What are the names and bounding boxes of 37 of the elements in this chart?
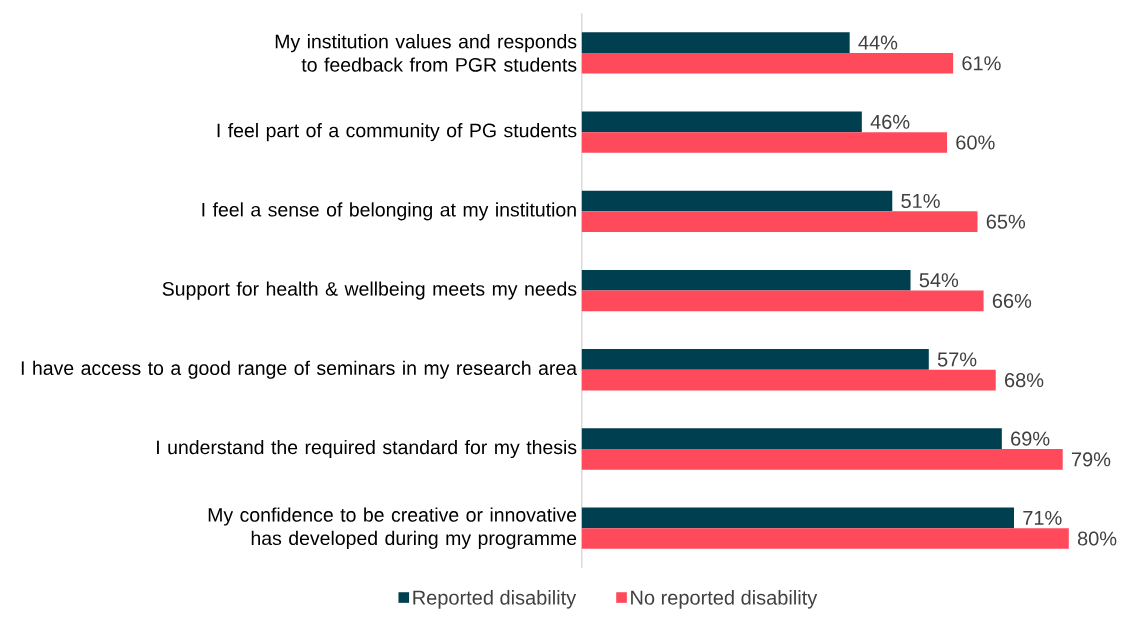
bar <box>581 348 929 370</box>
y-tick-label: Support for health & wellbeing meets my needs <box>162 281 577 300</box>
bar <box>581 428 1002 449</box>
data-label: 71% <box>1023 510 1062 525</box>
data-label: 65% <box>986 214 1026 229</box>
bar <box>581 369 996 391</box>
bar <box>581 507 1015 528</box>
bar <box>581 290 984 311</box>
data-label: 57% <box>937 352 977 367</box>
bar <box>581 448 1063 470</box>
data-label: 79% <box>1072 452 1111 467</box>
bar <box>581 269 911 291</box>
data-label: 60% <box>956 135 995 150</box>
y-tick-label: My institution values and responds to feedback from PGR students <box>275 33 577 72</box>
data-label: 69% <box>1011 431 1050 446</box>
y-tick-label: I understand the required standard for my thesis <box>157 439 577 458</box>
bar <box>581 32 850 53</box>
data-label: 68% <box>1005 372 1044 387</box>
legend-label: No reported disability <box>631 589 818 609</box>
data-label: 66% <box>992 293 1032 308</box>
data-label: 61% <box>962 55 1001 71</box>
data-label: 44% <box>858 35 898 50</box>
data-label: 80% <box>1077 531 1117 546</box>
data-label: 46% <box>870 114 910 129</box>
y-tick-label: My confidence to be creative or innovative has developed during my programme <box>208 507 577 549</box>
y-tick-label: I have access to a good range of seminars in my research area <box>21 360 578 379</box>
bar <box>581 190 893 212</box>
bar <box>581 211 978 232</box>
bar <box>581 111 862 132</box>
data-label: 51% <box>901 193 940 208</box>
data-label: 54% <box>919 272 959 288</box>
bar <box>581 52 954 74</box>
bar <box>581 131 948 153</box>
y-tick-label: I feel part of a community of PG students <box>217 122 577 141</box>
legend-label: Reported disability <box>413 589 577 609</box>
y-tick-label: I feel a sense of belonging at my institution <box>202 202 576 221</box>
bar <box>581 527 1069 549</box>
